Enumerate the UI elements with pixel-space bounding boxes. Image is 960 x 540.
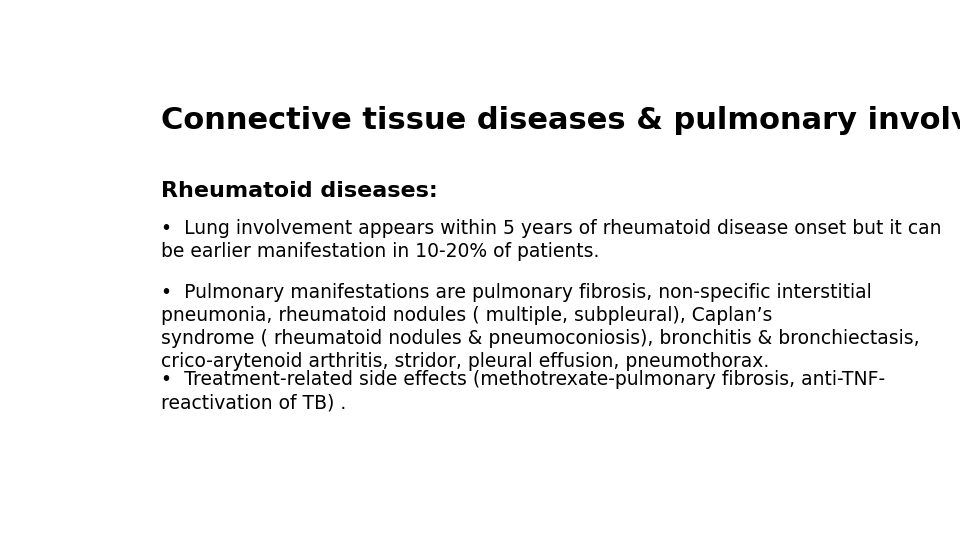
Text: •  Lung involvement appears within 5 years of rheumatoid disease onset but it ca: • Lung involvement appears within 5 year… <box>161 219 942 238</box>
Text: crico-arytenoid arthritis, stridor, pleural effusion, pneumothorax.: crico-arytenoid arthritis, stridor, pleu… <box>161 352 769 370</box>
Text: Rheumatoid diseases:: Rheumatoid diseases: <box>161 181 438 201</box>
Text: syndrome ( rheumatoid nodules & pneumoconiosis), bronchitis & bronchiectasis,: syndrome ( rheumatoid nodules & pneumoco… <box>161 329 920 348</box>
Text: reactivation of TB) .: reactivation of TB) . <box>161 393 347 412</box>
Text: be earlier manifestation in 10-20% of patients.: be earlier manifestation in 10-20% of pa… <box>161 241 599 260</box>
Text: •  Treatment-related side effects (methotrexate-pulmonary fibrosis, anti-TNF-: • Treatment-related side effects (methot… <box>161 370 885 389</box>
Text: •  Pulmonary manifestations are pulmonary fibrosis, non-specific interstitial: • Pulmonary manifestations are pulmonary… <box>161 283 872 302</box>
Text: Connective tissue diseases & pulmonary involvement: Connective tissue diseases & pulmonary i… <box>161 106 960 136</box>
Text: pneumonia, rheumatoid nodules ( multiple, subpleural), Caplan’s: pneumonia, rheumatoid nodules ( multiple… <box>161 306 772 325</box>
